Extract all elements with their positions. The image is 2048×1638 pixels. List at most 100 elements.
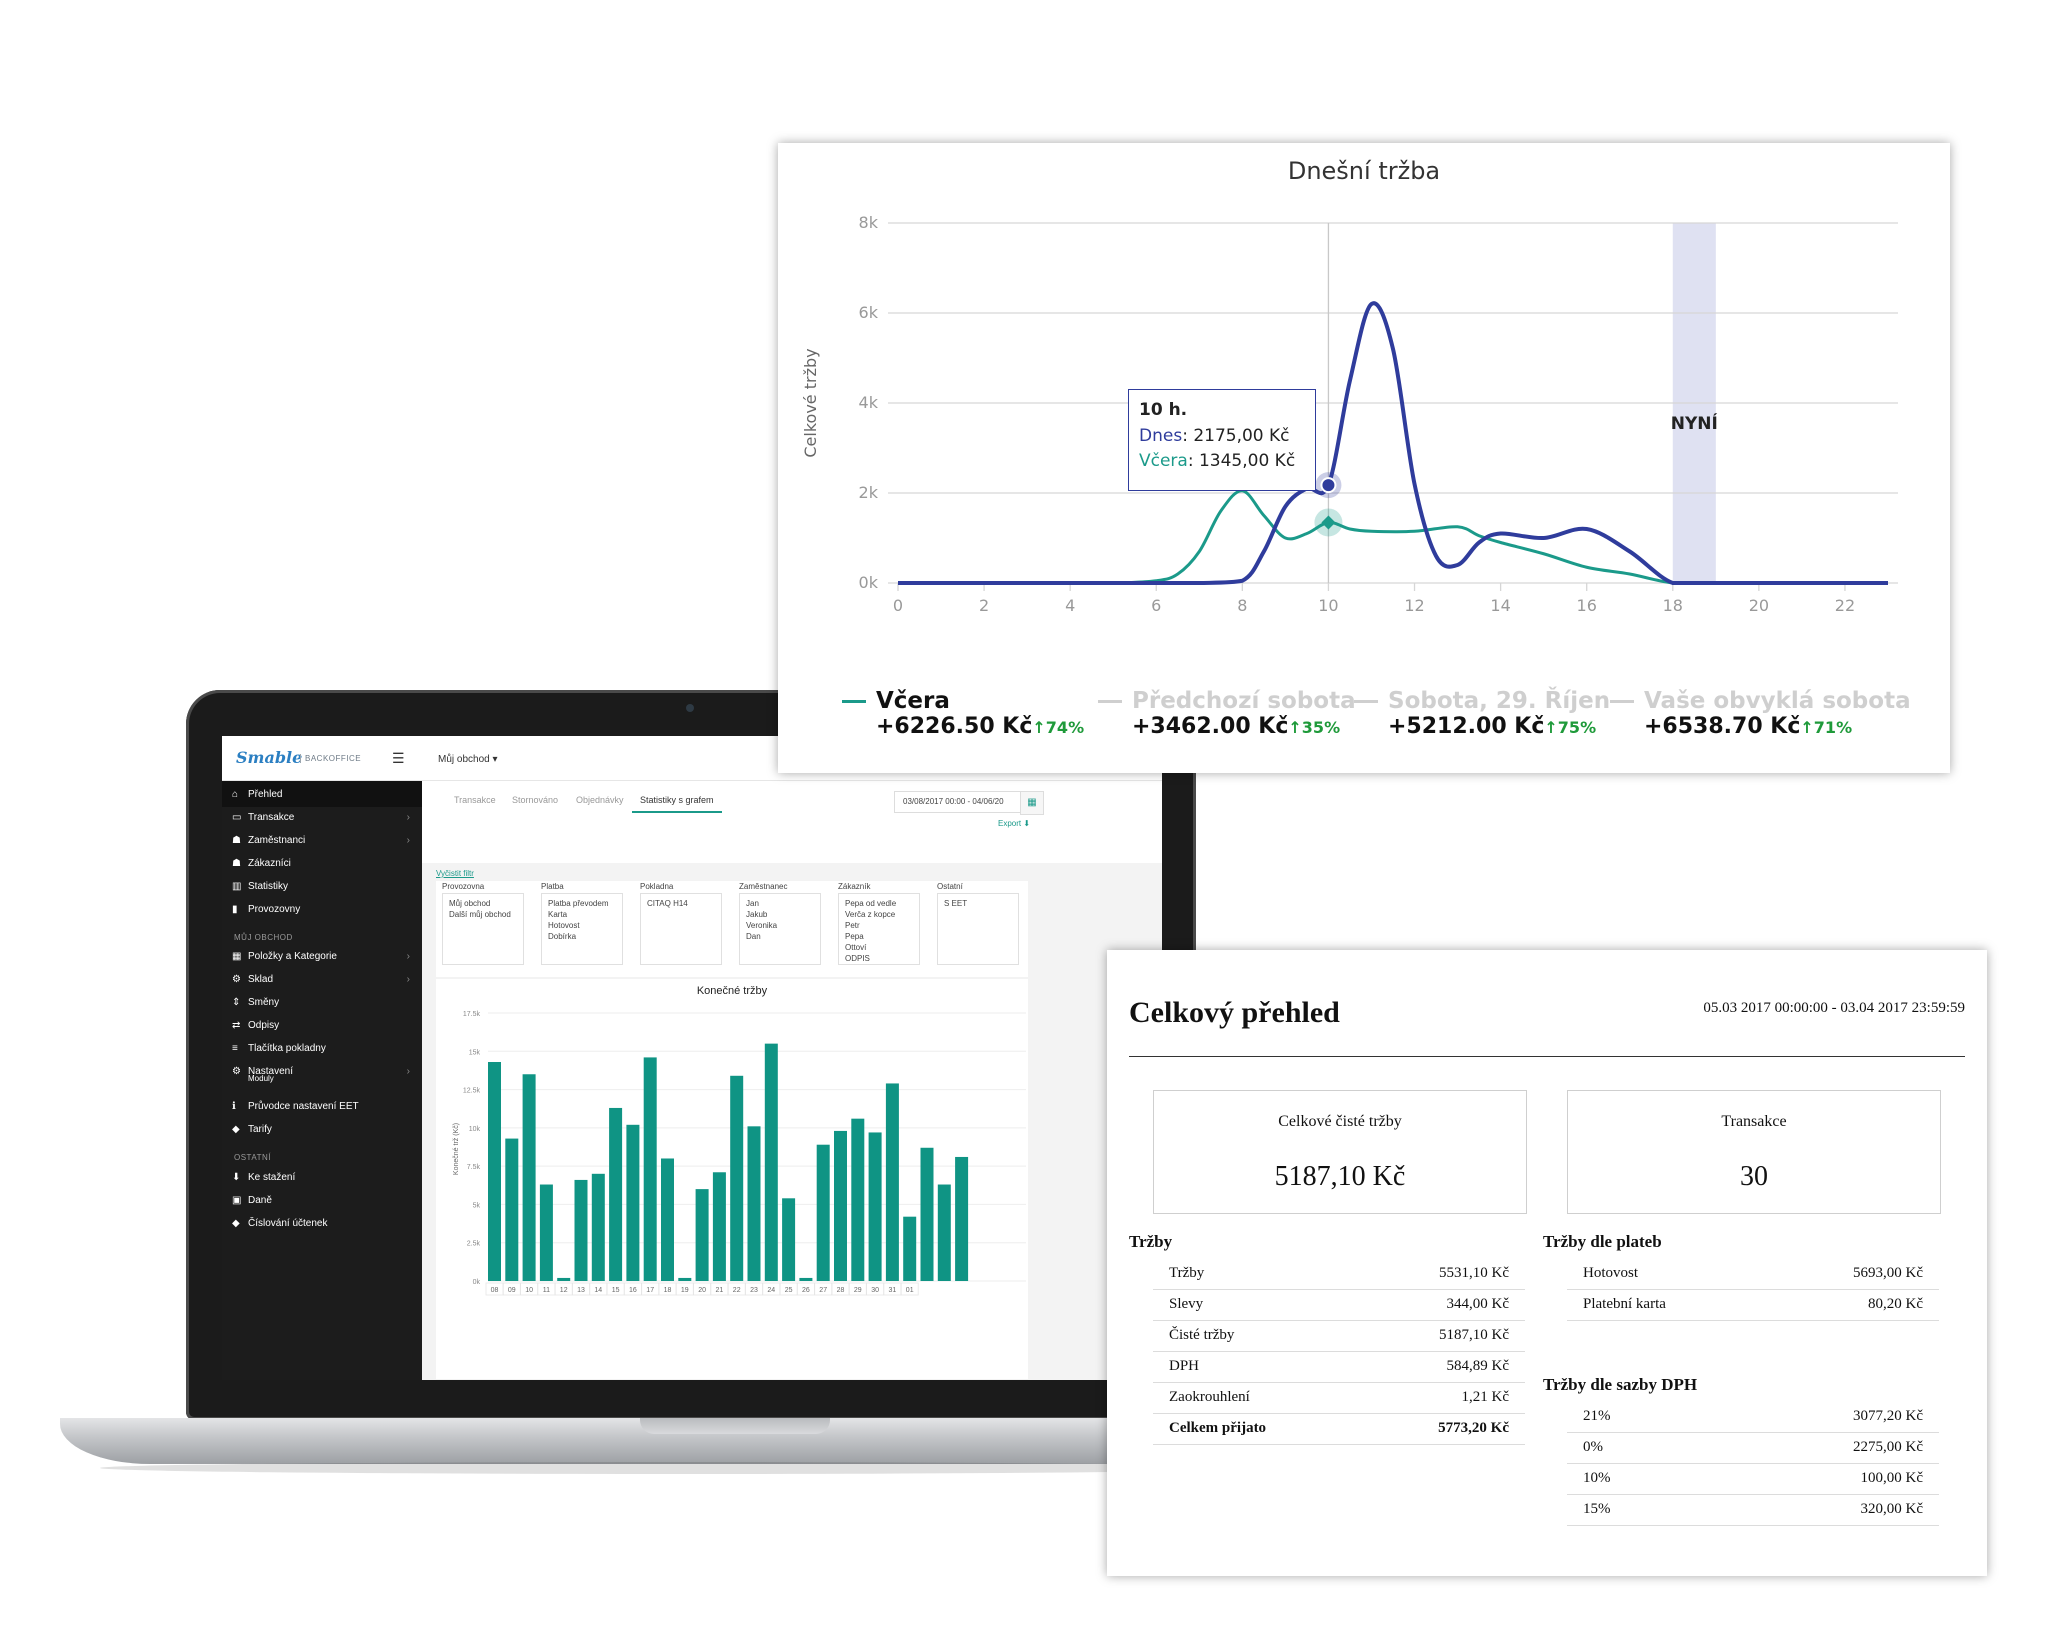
tooltip-dnes-value: : 2175,00 Kč (1182, 426, 1290, 446)
sidebar-item-label: Odpisy (248, 1020, 280, 1031)
filter-option[interactable]: Další můj obchod (449, 910, 511, 919)
filter-option[interactable]: Můj obchod (449, 899, 491, 908)
legend-name: Vaše obvyklá sobota (1610, 688, 1911, 714)
sidebar-item-smeny[interactable]: ⇕ Směny (232, 995, 414, 1011)
x-tick-label: 18 (1663, 596, 1683, 615)
filter-listbox[interactable]: Pepa od vedle Verča z kopce Petr Pepa Ot… (838, 893, 920, 965)
sidebar-item-pruvodce-eet[interactable]: ℹ Průvodce nastavení EET (232, 1099, 414, 1115)
kpi-label: Transakce (1721, 1113, 1787, 1130)
laptop-screen: Smable BACKOFFICE ☰ Můj obchod ▾ ⌂ Přehle… (222, 736, 1162, 1380)
sidebar-item-statistiky[interactable]: ▥ Statistiky (232, 879, 414, 895)
bar-chart-title: Konečné tržby (696, 985, 768, 997)
sort-icon: ⇕ (232, 997, 241, 1008)
sidebar-item-zamestnanci[interactable]: ☗ Zaměstnanci › (232, 833, 414, 849)
sidebar-item-prehled[interactable]: ⌂ Přehled (232, 787, 414, 803)
tab-objednavky[interactable]: Objednávky (576, 795, 624, 805)
filter-option[interactable]: Karta (548, 910, 568, 919)
filter-option[interactable]: Verča z kopce (845, 910, 896, 919)
kpi-net-revenue: Celkové čisté tržby 5187,10 Kč (1153, 1090, 1527, 1214)
filter-listbox[interactable]: Jan Jakub Veronika Dan (739, 893, 821, 965)
row-label: 21% (1583, 1408, 1611, 1424)
tab-transakce[interactable]: Transakce (454, 795, 496, 805)
filter-listbox[interactable]: Platba převodem Karta Hotovost Dobírka (541, 893, 623, 965)
legend-obvykla-sobota[interactable]: Vaše obvyklá sobota +6538.70 Kč↑71% (1610, 688, 1911, 739)
x-tick-label: 30 (871, 1287, 879, 1294)
bar (955, 1156, 969, 1281)
x-tick-label: 11 (543, 1287, 550, 1294)
chevron-right-icon: › (406, 1066, 410, 1077)
filter-listbox[interactable]: S EET (937, 893, 1019, 965)
section-title-platby: Tržby dle plateb (1543, 1232, 1662, 1251)
bar (903, 1216, 917, 1281)
legend-sobota-29-rijen[interactable]: Sobota, 29. Říjen +5212.00 Kč↑75% (1354, 688, 1610, 739)
sidebar-item-label: Daně (248, 1195, 272, 1206)
sidebar-item-label: Průvodce nastavení EET (248, 1101, 359, 1112)
sidebar-item-provozovny[interactable]: ▮ Provozovny (232, 902, 414, 918)
legend-swatch (1610, 700, 1634, 703)
filter-option[interactable]: Pepa od vedle (845, 899, 897, 908)
tab-stornovano[interactable]: Stornováno (512, 795, 559, 805)
export-button[interactable]: Export ⬇ (998, 819, 1031, 828)
filter-option[interactable]: Petr (845, 921, 860, 930)
sidebar-item-transakce[interactable]: ▭ Transakce › (232, 810, 414, 826)
sidebar-item-nastaveni[interactable]: ⚙ Nastavení › (232, 1064, 414, 1080)
sidebar-section-other: OSTATNÍ (234, 1153, 271, 1162)
filter-label: Provozovna (442, 882, 485, 891)
table-row: Tržby 5531,10 Kč (1153, 1258, 1525, 1290)
bar (522, 1074, 536, 1281)
sidebar-item-odpisy[interactable]: ⇄ Odpisy (232, 1018, 414, 1034)
filter-option[interactable]: CITAQ H14 (647, 899, 688, 908)
app-logo[interactable]: Smable (236, 748, 303, 767)
clear-filter-link[interactable]: Vyčistit filtr (436, 869, 474, 878)
y-tick-label: 15k (469, 1049, 481, 1056)
summary-report-card: Celkový přehled 05.03 2017 00:00:00 - 03… (1107, 950, 1987, 1576)
sidebar-item-dane[interactable]: ▣ Daně (232, 1193, 414, 1209)
bar (643, 1057, 657, 1281)
row-label: 10% (1583, 1470, 1611, 1486)
filter-option[interactable]: S EET (944, 899, 968, 908)
y-tick-label: 6k (859, 303, 879, 322)
x-tick-label: 6 (1151, 596, 1161, 615)
tooltip-vcera: Včera: 1345,00 Kč (1139, 451, 1295, 471)
row-label: Celkem přijato (1169, 1420, 1267, 1436)
filter-option[interactable]: Ottoví (845, 943, 867, 952)
table-row: 15% 320,00 Kč (1567, 1494, 1939, 1526)
filter-option[interactable]: Veronika (746, 921, 778, 930)
filter-option[interactable]: ODPIS (845, 954, 870, 963)
sidebar-item-label: Zákazníci (248, 858, 291, 869)
bar (816, 1144, 830, 1281)
filter-option[interactable]: Dan (746, 932, 761, 941)
date-range-input[interactable]: 03/08/2017 00:00 - 04/06/20 (894, 791, 1022, 813)
filter-option[interactable]: Platba převodem (548, 899, 609, 908)
sidebar-item-moduly[interactable]: Moduly (232, 1074, 414, 1084)
sidebar-item-cislovani[interactable]: ◆ Číslování účtenek (232, 1216, 414, 1232)
filter-option[interactable]: Jakub (746, 910, 768, 919)
sidebar-item-ke-stazeni[interactable]: ⬇ Ke stažení (232, 1170, 414, 1186)
filter-option[interactable]: Dobírka (548, 932, 577, 941)
sidebar-item-sklad[interactable]: ⚙ Sklad › (232, 972, 414, 988)
users-icon: ☗ (232, 835, 241, 846)
report-title: Celkový přehled (1129, 996, 1340, 1029)
sidebar-item-zakaznici[interactable]: ☗ Zákazníci (232, 856, 414, 872)
bar (730, 1075, 744, 1281)
x-tick-label: 10 (1318, 596, 1338, 615)
sidebar-item-tarify[interactable]: ◆ Tarify (232, 1122, 414, 1138)
legend-value: +6226.50 Kč↑74% (876, 714, 1084, 739)
filter-listbox[interactable]: CITAQ H14 (640, 893, 722, 965)
legend-predchozi-sobota[interactable]: Předchozí sobota +3462.00 Kč↑35% (1098, 688, 1356, 739)
tab-statistiky-s-grafem[interactable]: Statistiky s grafem (640, 795, 714, 805)
filters-panel: Provozovna Můj obchod Další můj obchod P… (436, 881, 1028, 977)
sidebar-item-polozky[interactable]: ▦ Položky a Kategorie › (232, 949, 414, 965)
menu-icon[interactable]: ☰ (392, 750, 405, 766)
shop-select[interactable]: Můj obchod ▾ (438, 754, 498, 765)
calendar-icon[interactable]: ▦ (1020, 791, 1044, 815)
y-tick-label: 2k (859, 483, 879, 502)
filter-listbox[interactable]: Můj obchod Další můj obchod (442, 893, 524, 965)
legend-value: +6538.70 Kč↑71% (1644, 714, 1911, 739)
filter-option[interactable]: Hotovost (548, 921, 580, 930)
filter-option[interactable]: Jan (746, 899, 759, 908)
sidebar-item-tlacitka[interactable]: ≡ Tlačítka pokladny (232, 1041, 414, 1057)
x-tick-label: 14 (594, 1287, 602, 1294)
legend-vcera[interactable]: Včera +6226.50 Kč↑74% (842, 688, 1084, 739)
filter-option[interactable]: Pepa (845, 932, 864, 941)
